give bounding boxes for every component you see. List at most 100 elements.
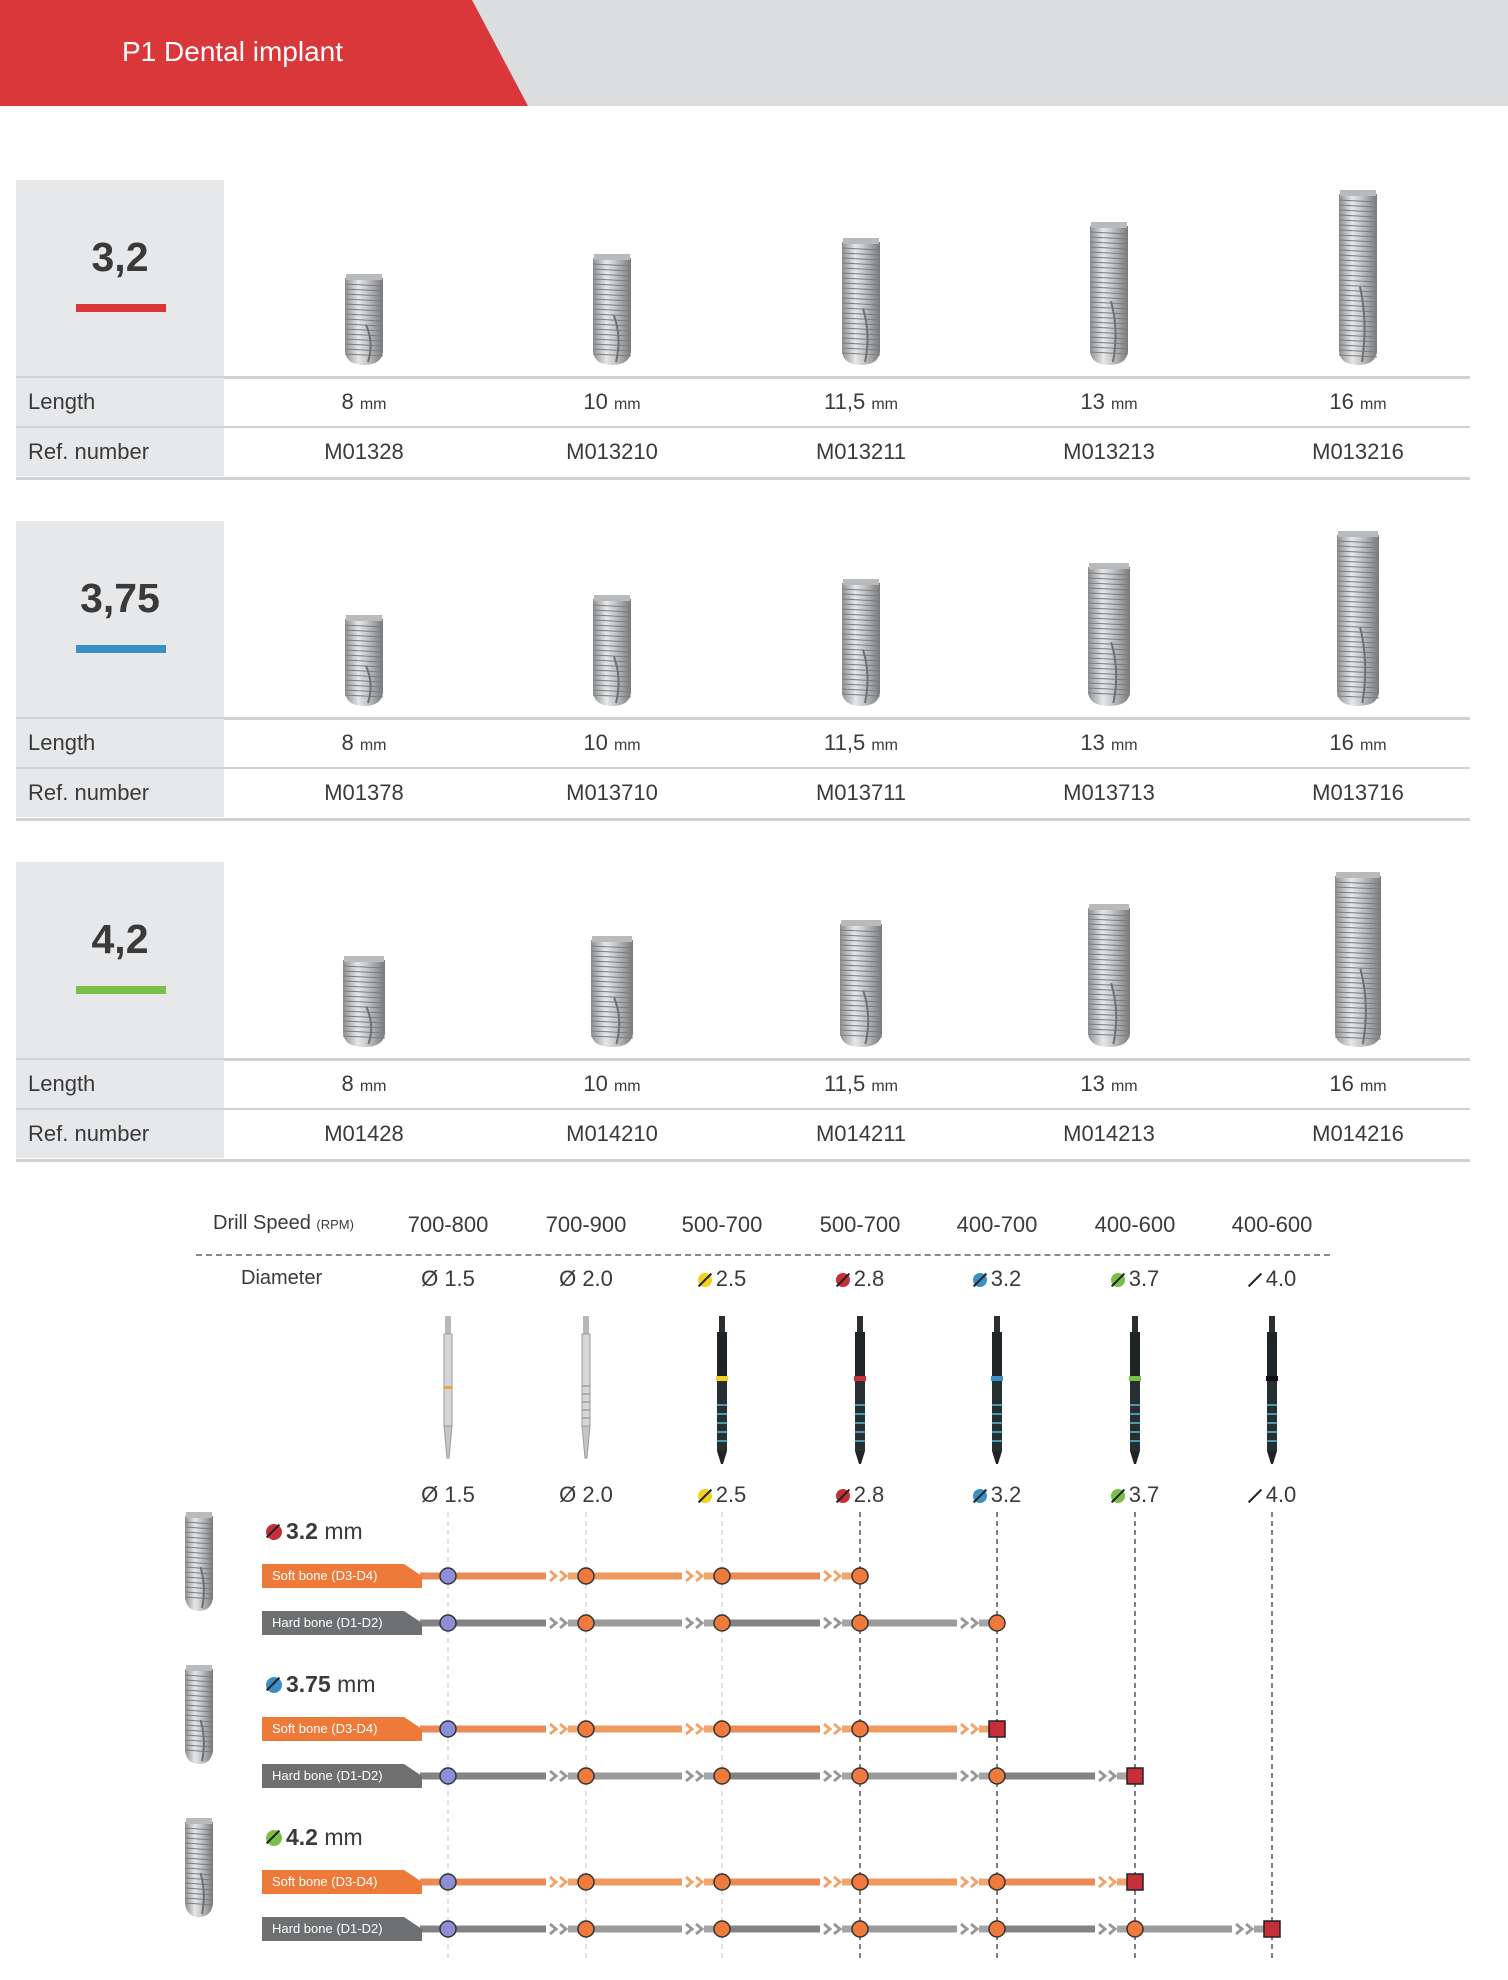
chevron-right-icon	[970, 1769, 980, 1783]
divider	[16, 818, 1470, 821]
protocol-size: 4.2	[286, 1824, 318, 1850]
protocol-title: 3.75 mm	[266, 1671, 375, 1698]
diameter-cell: 3,75	[16, 521, 224, 719]
ref-value: M013211	[815, 439, 907, 464]
drill-step-node	[713, 1720, 731, 1738]
length-unit: mm	[1110, 1078, 1138, 1095]
chevron-right-icon	[695, 1616, 705, 1630]
diameter-color-bar	[76, 645, 166, 653]
diameter-text: 2.8	[853, 1482, 885, 1507]
chevron-right-icon	[823, 1922, 833, 1936]
drill-diameter-bottom: 3.2	[937, 1482, 1057, 1508]
diameter-color-bar	[76, 986, 166, 994]
implant-image	[344, 274, 384, 371]
ref-value: M013213	[1063, 439, 1155, 464]
chevron-right-icon	[1235, 1922, 1245, 1936]
chevron-right-icon	[695, 1922, 705, 1936]
length-value: 11,5 mm	[736, 719, 986, 770]
drill-icon	[716, 1316, 728, 1464]
chevron-right-icon	[1098, 1922, 1108, 1936]
implant-image	[841, 238, 881, 371]
hard-bone-label: Hard bone (D1-D2)	[262, 1917, 422, 1941]
drill-step-node	[439, 1873, 457, 1891]
protocol-unit: mm	[317, 1824, 363, 1850]
length-value: 13 mm	[984, 378, 1234, 429]
drill-step-node	[577, 1873, 595, 1891]
length-value: 10 mm	[487, 1060, 737, 1111]
length-label: Length	[16, 1060, 224, 1108]
protocol-unit: mm	[330, 1671, 376, 1697]
drill-step-node	[577, 1614, 595, 1632]
chevron-right-icon	[695, 1875, 705, 1889]
implant-icon	[1087, 563, 1131, 706]
drill-speed-value: 700-800	[407, 1212, 489, 1237]
chevron-right-icon	[559, 1875, 569, 1889]
implant-image	[1336, 531, 1380, 712]
drill-step-node	[713, 1567, 731, 1585]
chevron-right-icon	[823, 1569, 833, 1583]
final-drill-marker	[1126, 1873, 1144, 1891]
drill-step-node	[713, 1614, 731, 1632]
implant-icon	[344, 274, 384, 365]
protocol-implant-image	[184, 1818, 214, 1923]
chevron-right-icon	[970, 1722, 980, 1736]
drill-diameter-top: Ø 1.5	[388, 1266, 508, 1292]
protocol-implant-image	[184, 1512, 214, 1617]
chevron-right-icon	[559, 1922, 569, 1936]
implant-icon	[344, 615, 384, 706]
ref-value: M01428	[324, 1121, 404, 1146]
diameter-symbol-icon	[835, 1273, 850, 1287]
diameter-text: Ø 1.5	[421, 1482, 475, 1507]
implant-image	[592, 595, 632, 712]
drill-speed-text: Drill Speed	[213, 1212, 317, 1234]
implant-image	[344, 615, 384, 712]
length-unit: mm	[1359, 737, 1387, 754]
length-number: 13	[1080, 730, 1111, 755]
length-number: 16	[1329, 730, 1360, 755]
soft-bone-label: Soft bone (D3-D4)	[262, 1870, 422, 1894]
diameter-color-bar	[76, 304, 166, 312]
drill-icon	[1129, 1316, 1141, 1464]
chevron-right-icon	[685, 1769, 695, 1783]
length-value: 10 mm	[487, 378, 737, 429]
protocol-title: 3.2 mm	[266, 1518, 363, 1545]
diameter-text: 2.8	[853, 1266, 885, 1291]
protocol-size: 3.2	[286, 1518, 318, 1544]
length-number: 11,5	[824, 1071, 872, 1096]
ref-value: M013210	[566, 439, 658, 464]
drill-diameter-top: Ø 2.0	[526, 1266, 646, 1292]
drill-step-node	[713, 1767, 731, 1785]
protocol-size: 3.75	[286, 1671, 331, 1697]
length-number: 16	[1329, 389, 1360, 414]
protocol-unit: mm	[317, 1518, 363, 1544]
length-unit: mm	[871, 1078, 898, 1095]
diameter-text: 3.2	[990, 1482, 1022, 1507]
chevron-right-icon	[833, 1769, 843, 1783]
drill-step-node	[851, 1614, 869, 1632]
implant-block-3: 4,2 Length Ref. number 8 mm M01428 10 mm M01…	[16, 862, 1470, 1164]
length-unit: mm	[613, 737, 641, 754]
diameter-symbol-icon	[266, 1830, 282, 1846]
implant-icon	[1338, 190, 1378, 365]
implant-image	[839, 920, 883, 1053]
length-unit: mm	[1359, 396, 1387, 413]
drill-step-node	[439, 1614, 457, 1632]
length-unit: mm	[359, 737, 387, 754]
divider	[16, 767, 1470, 769]
diameter-text: 4.0	[1265, 1482, 1297, 1507]
implant-block-1: 3,2 Length Ref. number 8 mm M01328 10 mm M01…	[16, 180, 1470, 482]
page-title: P1 Dental implant	[122, 36, 344, 67]
chevron-right-icon	[559, 1722, 569, 1736]
drill-step-node	[439, 1720, 457, 1738]
drill-step-node	[577, 1720, 595, 1738]
drill-icon	[854, 1316, 866, 1464]
diameter-symbol-icon	[1110, 1489, 1125, 1503]
ref-label: Ref. number	[16, 428, 224, 476]
chevron-right-icon	[833, 1922, 843, 1936]
ref-value: M014210	[566, 1121, 658, 1146]
divider	[16, 376, 1470, 379]
implant-icon	[839, 920, 883, 1047]
chevron-right-icon	[1108, 1875, 1118, 1889]
chevron-right-icon	[685, 1922, 695, 1936]
length-number: 8	[341, 389, 360, 414]
